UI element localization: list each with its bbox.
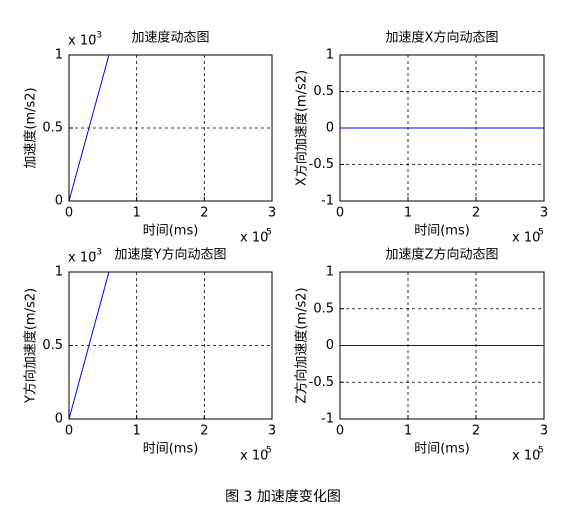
x-multiplier: x 10 (512, 231, 540, 246)
y-tick-label: -1 (321, 194, 334, 209)
x-exponent: 5 (266, 446, 272, 456)
x-axis-label: 时间(ms) (414, 224, 470, 239)
chart-title: 加速度Z方向动态图 (386, 247, 499, 263)
y-multiplier: x 10 (68, 34, 96, 49)
y-axis-label: Z方向加速度(m/s2) (294, 287, 310, 403)
x-exponent: 5 (538, 228, 544, 238)
x-tick-label: 2 (472, 424, 480, 439)
y-tick-label: -0.5 (309, 375, 334, 390)
y-tick-label: 0 (326, 338, 334, 353)
x-axis-label: 时间(ms) (414, 442, 470, 457)
x-tick-label: 3 (268, 206, 276, 221)
x-tick-label: 3 (540, 206, 548, 221)
x-tick-label: 0 (65, 424, 73, 439)
y-tick-label: -1 (321, 412, 334, 427)
chart-title: 加速度Y方向动态图 (115, 247, 227, 263)
axes-box (339, 54, 545, 202)
y-tick-label: 1 (326, 265, 334, 280)
x-multiplier: x 10 (240, 449, 268, 464)
x-tick-label: 0 (336, 206, 344, 221)
x-tick-label: 3 (268, 424, 276, 439)
x-axis-label: 时间(ms) (143, 442, 199, 457)
x-tick-label: 0 (336, 424, 344, 439)
x-multiplier: x 10 (240, 231, 268, 246)
y-axis-label: 加速度(m/s2) (23, 87, 39, 168)
y-tick-label: 0 (55, 412, 63, 427)
x-tick-label: 2 (200, 206, 208, 221)
x-tick-label: 2 (200, 424, 208, 439)
x-tick-label: 3 (540, 424, 548, 439)
x-tick-label: 1 (404, 206, 412, 221)
chart-title: 加速度动态图 (131, 30, 209, 46)
axes-box (68, 271, 273, 420)
y-axis-label: Y方向加速度(m/s2) (23, 288, 39, 404)
chart-title: 加速度X方向动态图 (386, 30, 499, 46)
y-tick-label: 1 (55, 48, 63, 63)
y-tick-label: 1 (326, 48, 334, 63)
y-multiplier: x 10 (68, 251, 96, 266)
x-tick-label: 2 (472, 206, 480, 221)
y-axis-label: X方向加速度(m/s2) (294, 70, 310, 186)
y-tick-label: 0.5 (313, 301, 334, 316)
axes-box (339, 271, 545, 420)
x-tick-label: 1 (133, 424, 141, 439)
axes-box (68, 54, 273, 202)
x-exponent: 5 (266, 228, 272, 238)
y-tick-label: 0.5 (42, 121, 63, 136)
y-tick-label: 0.5 (313, 84, 334, 99)
x-tick-label: 0 (65, 206, 73, 221)
y-tick-label: -0.5 (309, 157, 334, 172)
y-tick-label: 0.5 (42, 338, 63, 353)
x-tick-label: 1 (133, 206, 141, 221)
data-line (69, 54, 110, 202)
y-exponent: -3 (93, 248, 102, 258)
x-axis-label: 时间(ms) (143, 224, 199, 239)
y-tick-label: 1 (55, 265, 63, 280)
y-tick-label: 0 (55, 194, 63, 209)
x-multiplier: x 10 (512, 449, 540, 464)
caption: 图 3 加速度变化图 (225, 489, 341, 505)
y-tick-label: 0 (326, 121, 334, 136)
x-tick-label: 1 (404, 424, 412, 439)
x-exponent: 5 (538, 446, 544, 456)
y-exponent: -3 (93, 31, 102, 41)
